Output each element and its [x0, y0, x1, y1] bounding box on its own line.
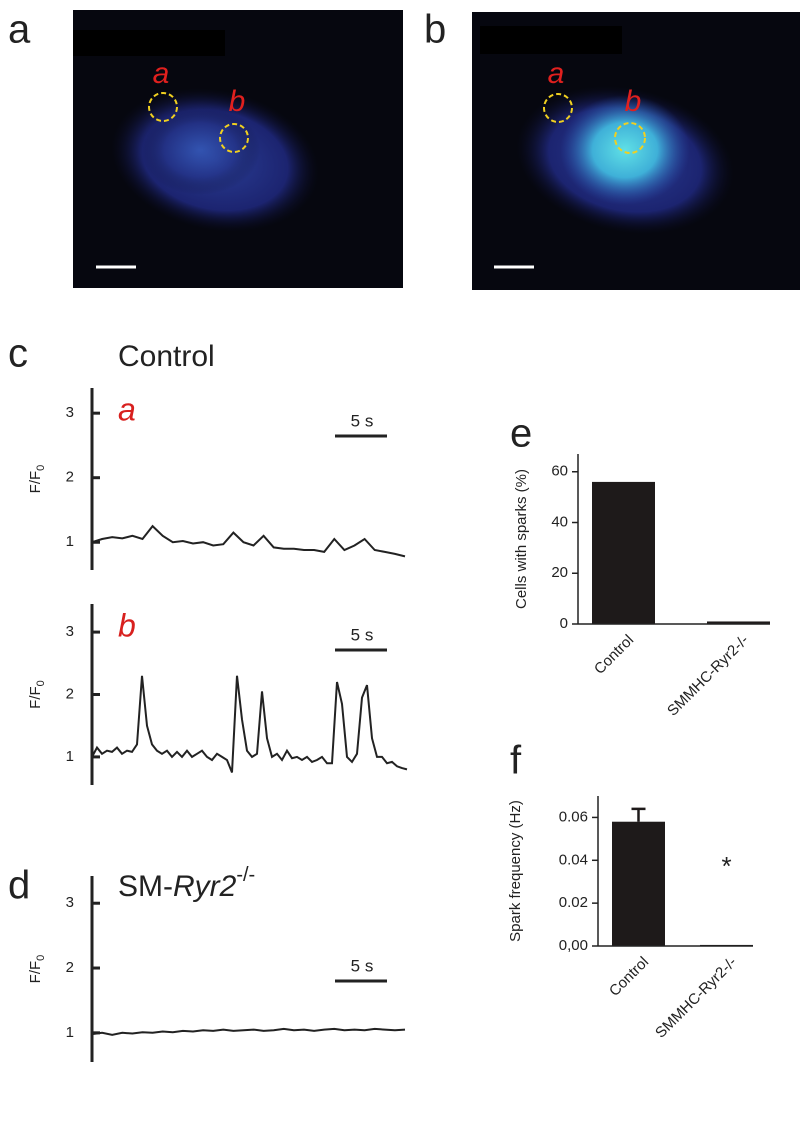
trace: [91, 524, 406, 558]
y-tick-label: 0: [560, 615, 568, 632]
y-tick-label: 1: [66, 1024, 74, 1041]
panel-letter: c: [8, 332, 28, 376]
roi-label: b: [229, 85, 246, 118]
x-tick-label: Control: [591, 632, 637, 678]
scale-bar-label: 5 s: [351, 411, 374, 430]
scale-bar-label: 5 s: [351, 956, 374, 975]
trace: [91, 675, 408, 773]
y-axis-label: F/F0: [27, 680, 47, 709]
y-axis-label: Spark frequency (Hz): [507, 800, 524, 942]
trace-tag: b: [118, 607, 136, 643]
trace: [91, 1027, 406, 1036]
y-axis-label-main: F/F: [27, 471, 44, 494]
y-tick-label: 0,00: [559, 937, 588, 954]
y-tick-label: 0.04: [559, 851, 588, 868]
y-tick-label: 0.06: [559, 808, 588, 825]
y-axis-label-sub: 0: [35, 955, 47, 961]
annotation: *: [721, 851, 731, 881]
y-axis-label-sub: 0: [35, 680, 47, 686]
panel-letter: f: [510, 739, 522, 783]
title-part: Ryr2: [173, 870, 237, 903]
title-part: -/-: [236, 864, 255, 886]
roi-label: a: [548, 57, 565, 90]
y-axis-label: Cells with sparks (%): [513, 469, 530, 609]
y-axis-label: F/F0: [27, 465, 47, 494]
panel-letter: a: [8, 8, 31, 52]
y-tick-label: 3: [66, 623, 74, 640]
y-tick-label: 60: [551, 463, 568, 480]
image-a: [73, 10, 403, 288]
trace-tag: a: [118, 391, 136, 427]
bar: [707, 621, 770, 624]
y-axis-label-main: F/F: [27, 961, 44, 984]
x-tick-label: SMMHC-Ryr2-/-: [652, 954, 740, 1042]
x-tick-label: Control: [606, 954, 652, 1000]
y-tick-label: 20: [551, 564, 568, 581]
y-tick-label: 1: [66, 748, 74, 765]
y-axis-label: F/F0: [27, 955, 47, 984]
panel-letter: b: [424, 8, 446, 52]
roi-label: b: [625, 85, 642, 118]
bar: [592, 481, 655, 624]
title-part: SM-: [118, 870, 173, 903]
y-tick-label: 3: [66, 404, 74, 421]
error-bar: [631, 807, 646, 822]
y-tick-label: 0.02: [559, 894, 588, 911]
panel-letter: d: [8, 864, 30, 908]
panel-letter: e: [510, 412, 532, 456]
y-axis-label-sub: 0: [35, 465, 47, 471]
y-tick-label: 2: [66, 469, 74, 486]
trace-title: SM-Ryr2-/-: [118, 864, 255, 903]
image-b: [472, 12, 800, 290]
y-tick-label: 2: [66, 959, 74, 976]
trace-title: Control: [118, 340, 215, 373]
roi-label: a: [153, 57, 170, 90]
y-tick-label: 2: [66, 685, 74, 702]
bar: [612, 821, 665, 946]
y-tick-label: 40: [551, 513, 568, 530]
x-tick-label: SMMHC-Ryr2-/-: [664, 632, 752, 720]
y-axis-label-main: F/F: [27, 686, 44, 709]
scale-bar-label: 5 s: [351, 625, 374, 644]
y-tick-label: 1: [66, 533, 74, 550]
y-tick-label: 3: [66, 894, 74, 911]
